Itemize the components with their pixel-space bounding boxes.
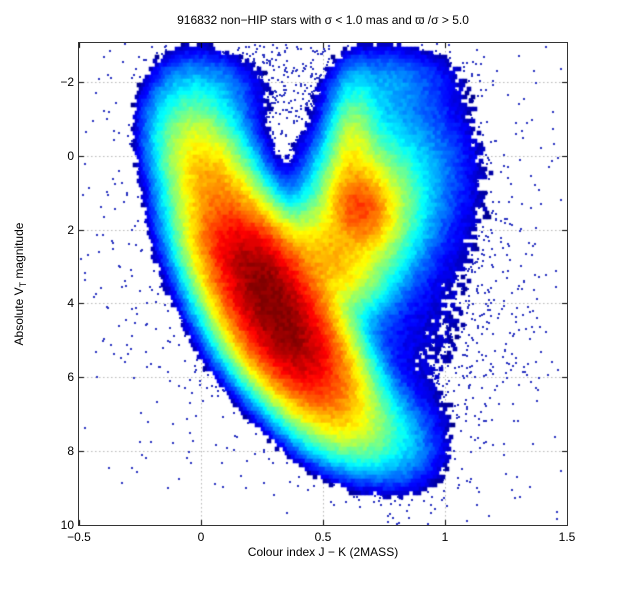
y-tick-label: 8	[67, 444, 74, 458]
y-axis-label-text-end: magnitude	[12, 222, 26, 282]
y-axis-label: Absolute VT magnitude	[12, 223, 28, 346]
x-tick-label: 0	[197, 530, 205, 544]
plot-box	[78, 42, 568, 526]
y-tick-label: 0	[67, 149, 74, 163]
y-tick-label: 4	[67, 296, 74, 310]
y-axis-label-subscript: T	[18, 281, 28, 288]
y-tick-label: 10	[60, 518, 74, 532]
x-tick-label: 1.5	[558, 530, 576, 544]
x-tick-label: −0.5	[67, 530, 91, 544]
y-tick-label: 6	[67, 370, 74, 384]
y-tick-label: −2	[60, 75, 74, 89]
y-tick-label: 2	[67, 223, 74, 237]
plot-canvas	[79, 43, 567, 525]
plot-title: 916832 non−HIP stars with σ < 1.0 mas an…	[177, 13, 469, 27]
x-axis-label: Colour index J − K (2MASS)	[247, 545, 399, 559]
y-axis-label-text: Absolute V	[12, 287, 26, 346]
x-tick-label: 1	[441, 530, 449, 544]
x-tick-label: 0.5	[314, 530, 332, 544]
